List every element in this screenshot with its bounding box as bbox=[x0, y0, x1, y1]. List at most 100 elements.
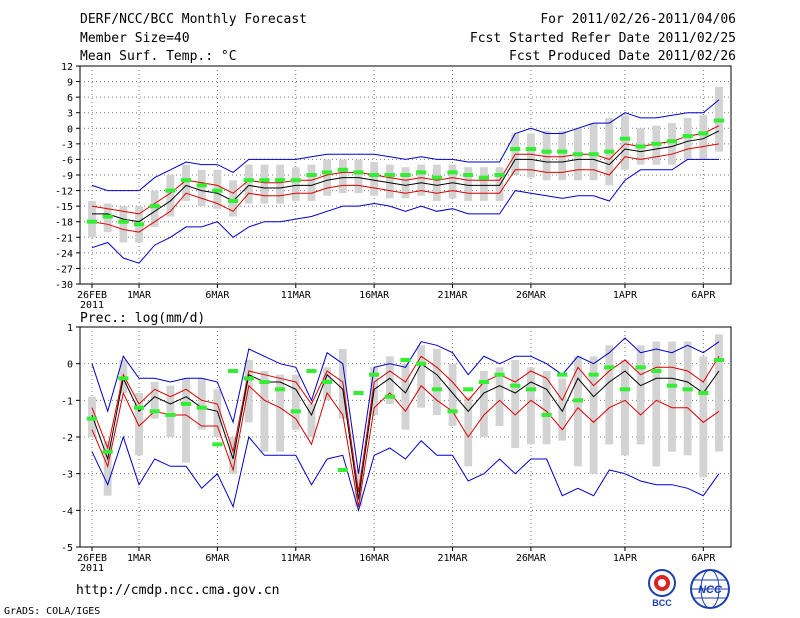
median-marker bbox=[572, 398, 584, 403]
median-marker bbox=[525, 387, 536, 392]
median-marker bbox=[682, 134, 693, 139]
lower-spread-line bbox=[91, 143, 720, 233]
min-line bbox=[91, 435, 720, 513]
ensemble-box bbox=[448, 363, 457, 426]
y-tick-label: -30 bbox=[55, 280, 73, 291]
ensemble-box bbox=[291, 374, 300, 430]
ensemble-box bbox=[276, 374, 285, 452]
x-tick-label: 16MAR bbox=[359, 553, 390, 564]
ensemble-box bbox=[244, 164, 253, 204]
y-tick-label: -3 bbox=[61, 140, 73, 151]
ensemble-box bbox=[417, 164, 426, 196]
median-marker bbox=[102, 214, 113, 219]
y-tick-label: -24 bbox=[55, 249, 73, 260]
median-marker bbox=[243, 376, 254, 381]
mean-line bbox=[92, 130, 720, 223]
median-marker bbox=[133, 405, 145, 410]
median-marker bbox=[165, 413, 176, 417]
max-line bbox=[91, 99, 720, 192]
ensemble-box bbox=[260, 164, 269, 204]
median-marker bbox=[275, 178, 286, 183]
ensemble-box bbox=[291, 167, 300, 201]
y-tick-label: 6 bbox=[67, 93, 73, 104]
median-marker bbox=[635, 144, 646, 149]
ensemble-box bbox=[636, 345, 645, 445]
median-marker bbox=[102, 449, 113, 454]
ensemble-box bbox=[495, 167, 504, 201]
ensemble-box bbox=[558, 130, 567, 181]
variable-label: Mean Surf. Temp.: °C bbox=[80, 49, 237, 64]
median-marker bbox=[604, 149, 615, 154]
panel-temp: 12 9 6 3 0 -3 -6 -9 -12 -15 -18 -21 -24 -27 -30 26FEB20… bbox=[55, 62, 732, 311]
upper-spread-line bbox=[91, 125, 720, 215]
y-tick-label: -27 bbox=[55, 264, 73, 275]
source-url[interactable]: http://cmdp.ncc.cma.gov.cn bbox=[76, 583, 280, 598]
median-marker bbox=[322, 380, 333, 384]
x-tick-label: 6APR bbox=[691, 290, 716, 301]
median-marker bbox=[619, 387, 631, 392]
median-marker bbox=[682, 387, 693, 392]
ensemble-box bbox=[213, 389, 222, 437]
grads-credit: GrADS: COLA/IGES bbox=[4, 606, 101, 617]
x-tick-label: 1MAR bbox=[127, 553, 152, 564]
y-tick-label: -3 bbox=[61, 470, 73, 481]
median-marker bbox=[463, 173, 474, 177]
forecast-period: For 2011/02/26-2011/04/06 bbox=[540, 12, 736, 27]
ensemble-box bbox=[276, 164, 285, 204]
median-marker bbox=[180, 178, 192, 183]
median-marker bbox=[149, 204, 160, 209]
ensemble-box bbox=[652, 341, 661, 467]
median-marker bbox=[572, 152, 584, 157]
y-tick-label: -1 bbox=[61, 396, 73, 407]
ensemble-box bbox=[589, 123, 598, 181]
median-marker bbox=[463, 387, 474, 392]
median-marker bbox=[494, 372, 505, 377]
y-tick-label: -12 bbox=[55, 187, 73, 198]
median-marker bbox=[494, 173, 505, 177]
median-marker bbox=[666, 139, 678, 144]
ensemble-box bbox=[683, 341, 692, 456]
median-marker bbox=[165, 188, 176, 193]
ensemble-box bbox=[197, 378, 206, 430]
median-marker bbox=[619, 136, 631, 141]
median-marker bbox=[588, 152, 599, 157]
ensemble-box bbox=[699, 356, 708, 478]
ensemble-box bbox=[260, 371, 269, 452]
x-tick-label: 21MAR bbox=[437, 290, 468, 301]
median-marker bbox=[212, 188, 223, 193]
x-tick-label: 16MAR bbox=[359, 290, 390, 301]
ensemble-box bbox=[432, 349, 441, 415]
ensemble-box bbox=[182, 378, 190, 463]
median-marker bbox=[290, 178, 301, 183]
ensemble-box bbox=[307, 404, 316, 437]
y-tick-label: 9 bbox=[67, 78, 73, 89]
median-marker bbox=[86, 219, 98, 224]
median-marker bbox=[212, 442, 223, 447]
ensemble-box bbox=[558, 378, 567, 441]
median-marker bbox=[557, 372, 568, 377]
median-marker bbox=[86, 416, 98, 421]
started-date: Fcst Started Refer Date 2011/02/25 bbox=[469, 31, 736, 46]
ensemble-box bbox=[668, 123, 676, 165]
y-tick-label: -6 bbox=[61, 155, 73, 166]
ensemble-box bbox=[479, 371, 488, 437]
ensemble-box bbox=[715, 334, 723, 452]
median-marker bbox=[478, 380, 489, 384]
median-marker bbox=[306, 369, 317, 373]
ensemble-box bbox=[385, 164, 394, 199]
ensemble-box bbox=[605, 345, 614, 445]
median-marker bbox=[196, 183, 207, 188]
ensemble-box bbox=[338, 159, 347, 194]
median-marker bbox=[431, 175, 442, 180]
x-tick-label: 21MAR bbox=[437, 553, 468, 564]
ensemble-box bbox=[464, 396, 473, 467]
ensemble-box bbox=[135, 393, 143, 456]
y-tick-label: -4 bbox=[61, 506, 73, 517]
median-marker bbox=[384, 173, 395, 177]
median-marker bbox=[227, 369, 239, 373]
ensemble-box bbox=[401, 363, 410, 430]
median-marker bbox=[243, 178, 254, 183]
x-tick-label: 6APR bbox=[691, 553, 716, 564]
median-marker bbox=[275, 387, 286, 392]
ensemble-box bbox=[495, 367, 504, 426]
